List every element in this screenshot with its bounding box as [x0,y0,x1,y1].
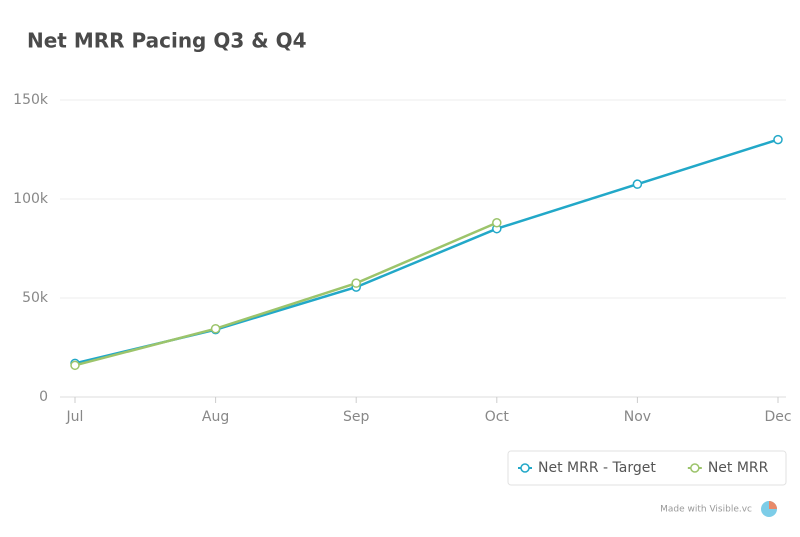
x-tick-label: Jul [66,409,84,425]
data-point [632,179,643,189]
data-point [492,218,502,228]
legend-label[interactable]: Net MRR [708,460,769,476]
y-tick-label: 50k [22,290,49,306]
legend-marker [520,463,530,473]
x-tick-label: Aug [202,409,229,425]
legend-label[interactable]: Net MRR - Target [538,460,656,476]
y-tick-label: 0 [39,389,48,405]
series-line [74,138,779,365]
x-tick-label: Sep [343,409,370,425]
series-line [74,221,498,367]
y-tick-label: 150k [13,92,49,108]
data-point [70,360,80,371]
data-point [773,134,783,145]
x-tick-label: Dec [764,409,791,425]
x-tick-label: Oct [485,409,510,425]
legend-box [507,450,787,486]
chart-title: Net MRR Pacing Q3 & Q4 [27,29,307,53]
footer: Made with Visible.vc [660,505,752,515]
logo [761,501,777,517]
legend-marker [690,463,700,473]
x-tick-label: Nov [624,409,651,425]
data-point [210,323,221,334]
data-point [351,278,361,288]
y-tick-label: 100k [13,191,49,207]
